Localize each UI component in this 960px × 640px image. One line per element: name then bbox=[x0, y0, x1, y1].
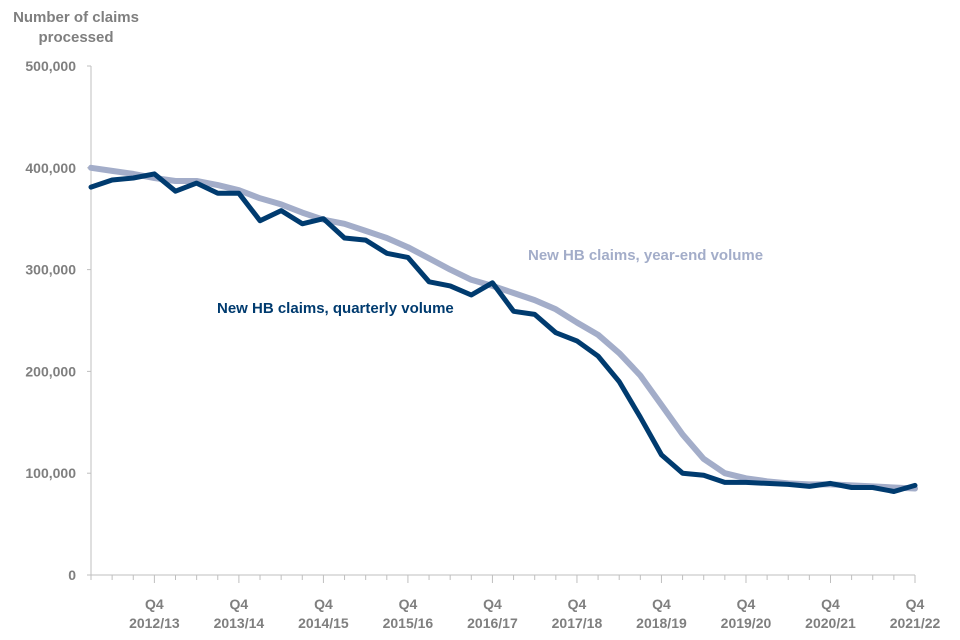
y-axis-title-line-2: processed bbox=[38, 29, 113, 46]
x-tick-label-year: 2020/21 bbox=[805, 615, 856, 631]
y-axis-ticks: 0 100,000 200,000 300,000 400,000 500,000 bbox=[25, 58, 91, 583]
x-tick-label-year: 2021/22 bbox=[890, 615, 941, 631]
x-tick-label-year: 2019/20 bbox=[721, 615, 772, 631]
y-tick-label: 100,000 bbox=[25, 465, 76, 481]
x-tick-label-quarter: Q4 bbox=[568, 596, 587, 612]
x-axis-labels: Q4 2012/13 Q4 2013/14 Q4 2014/15 Q4 2015/16 Q4 20… bbox=[129, 596, 940, 631]
x-tick-label-year: 2012/13 bbox=[129, 615, 180, 631]
series-label-year-end-volume: New HB claims, year-end volume bbox=[528, 247, 763, 264]
x-tick-label-year: 2013/14 bbox=[214, 615, 265, 631]
x-tick-label-quarter: Q4 bbox=[483, 596, 502, 612]
x-tick-label-year: 2016/17 bbox=[467, 615, 518, 631]
x-tick-label-quarter: Q4 bbox=[399, 596, 418, 612]
x-tick-label-year: 2014/15 bbox=[298, 615, 349, 631]
x-tick-label-quarter: Q4 bbox=[230, 596, 249, 612]
x-tick-label-quarter: Q4 bbox=[737, 596, 756, 612]
x-tick-label-quarter: Q4 bbox=[314, 596, 333, 612]
y-tick-label: 200,000 bbox=[25, 363, 76, 379]
y-tick-label: 0 bbox=[68, 567, 76, 583]
y-tick-label: 300,000 bbox=[25, 262, 76, 278]
x-axis-ticks bbox=[90, 575, 916, 583]
series-label-quarterly-volume: New HB claims, quarterly volume bbox=[217, 300, 454, 317]
x-tick-label-quarter: Q4 bbox=[652, 596, 671, 612]
x-tick-label-year: 2015/16 bbox=[383, 615, 434, 631]
y-axis-title-line-1: Number of claims bbox=[13, 9, 139, 26]
series-line-year-end-volume bbox=[88, 164, 918, 492]
x-tick-label-year: 2018/19 bbox=[636, 615, 687, 631]
x-tick-label-quarter: Q4 bbox=[145, 596, 164, 612]
x-tick-label-year: 2017/18 bbox=[552, 615, 603, 631]
x-tick-label-quarter: Q4 bbox=[906, 596, 925, 612]
series-line-quarterly-volume bbox=[88, 171, 918, 494]
y-tick-label: 400,000 bbox=[25, 160, 76, 176]
y-tick-label: 500,000 bbox=[25, 58, 76, 74]
x-tick-label-quarter: Q4 bbox=[821, 596, 840, 612]
